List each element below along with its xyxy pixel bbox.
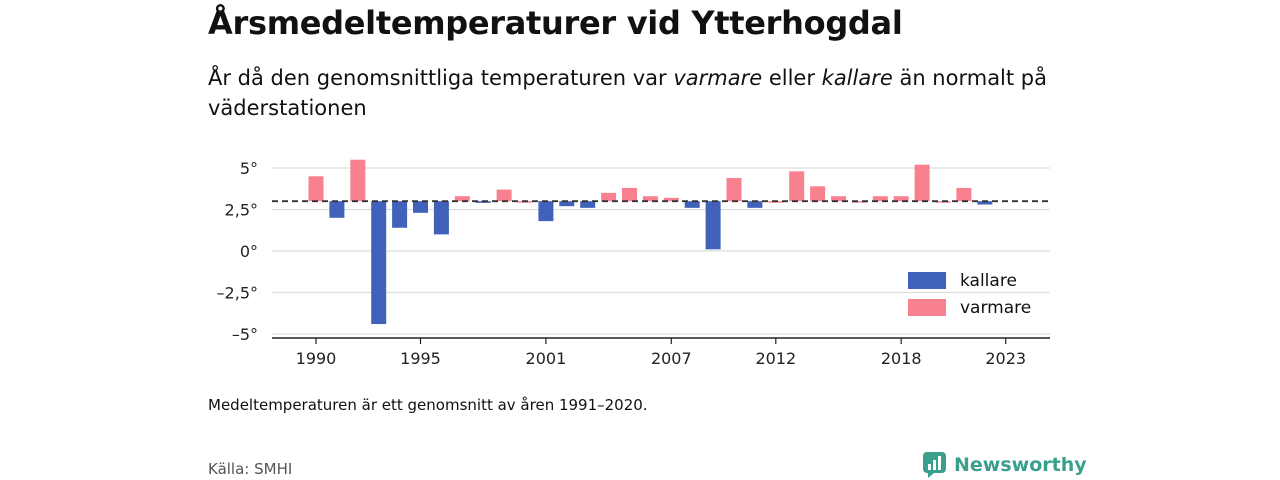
y-tick-label: 2,5° bbox=[225, 201, 258, 220]
legend-label-varmare: varmare bbox=[960, 297, 1032, 318]
legend-label-kallare: kallare bbox=[960, 270, 1017, 291]
bar-warmer bbox=[663, 197, 679, 202]
newsworthy-logo-icon bbox=[923, 452, 946, 478]
chart-legend: kallare varmare bbox=[908, 267, 1031, 321]
subtitle-warmer: varmare bbox=[673, 66, 763, 90]
y-tick-label: –2,5° bbox=[217, 284, 258, 303]
bar-colder bbox=[329, 201, 345, 218]
legend-item-varmare: varmare bbox=[908, 294, 1031, 321]
bar-warmer bbox=[956, 187, 972, 202]
bar-warmer bbox=[872, 196, 888, 202]
y-tick-label: 0° bbox=[240, 242, 258, 261]
bar-colder bbox=[433, 201, 449, 235]
y-tick-label: 5° bbox=[240, 159, 258, 178]
bar-warmer bbox=[622, 187, 637, 202]
x-tick-label: 2007 bbox=[651, 349, 692, 368]
bar-warmer bbox=[601, 192, 617, 202]
bar-warmer bbox=[914, 164, 930, 202]
bar-warmer bbox=[350, 159, 366, 202]
bar-warmer bbox=[893, 196, 909, 202]
subtitle-part-3: än normalt på väderstationen bbox=[208, 66, 1047, 120]
bar-warmer bbox=[789, 171, 805, 202]
bar-colder bbox=[371, 201, 387, 325]
bar-colder bbox=[392, 201, 408, 228]
bar-warmer bbox=[308, 176, 324, 202]
chart-title: Årsmedeltemperaturer vid Ytterhogdal bbox=[208, 4, 903, 42]
chart-note: Medeltemperaturen är ett genomsnitt av å… bbox=[208, 396, 648, 414]
bar-warmer bbox=[642, 196, 658, 202]
chart-subtitle: År då den genomsnittliga temperaturen va… bbox=[208, 63, 1068, 123]
bar-colder bbox=[705, 201, 721, 250]
subtitle-colder: kallare bbox=[821, 66, 893, 90]
bar-colder bbox=[977, 201, 993, 205]
bar-colder bbox=[413, 201, 428, 213]
legend-item-kallare: kallare bbox=[908, 267, 1031, 294]
bar-warmer bbox=[454, 196, 470, 202]
bar-warmer bbox=[810, 186, 826, 202]
chart-source: Källa: SMHI bbox=[208, 460, 293, 478]
brand[interactable]: Newsworthy bbox=[922, 450, 1087, 480]
x-tick-label: 2001 bbox=[526, 349, 567, 368]
bar-colder bbox=[747, 201, 763, 208]
x-tick-label: 1990 bbox=[296, 349, 337, 368]
bar-warmer bbox=[496, 189, 512, 202]
x-tick-label: 2018 bbox=[881, 349, 922, 368]
bar-colder bbox=[684, 201, 700, 208]
x-tick-label: 1995 bbox=[400, 349, 441, 368]
bar-colder bbox=[538, 201, 554, 222]
x-tick-label: 2023 bbox=[985, 349, 1026, 368]
brand-name: Newsworthy bbox=[954, 454, 1087, 476]
bar-colder bbox=[580, 201, 596, 208]
y-tick-label: –5° bbox=[232, 325, 258, 344]
legend-swatch-kallare bbox=[908, 272, 946, 289]
subtitle-part-2: eller bbox=[762, 66, 822, 90]
bar-colder bbox=[559, 201, 575, 207]
bar-warmer bbox=[851, 201, 867, 203]
subtitle-part-1: År då den genomsnittliga temperaturen va… bbox=[208, 66, 674, 90]
legend-swatch-varmare bbox=[908, 299, 946, 316]
bar-warmer bbox=[726, 177, 742, 202]
bar-warmer bbox=[831, 196, 846, 202]
x-tick-label: 2012 bbox=[755, 349, 796, 368]
